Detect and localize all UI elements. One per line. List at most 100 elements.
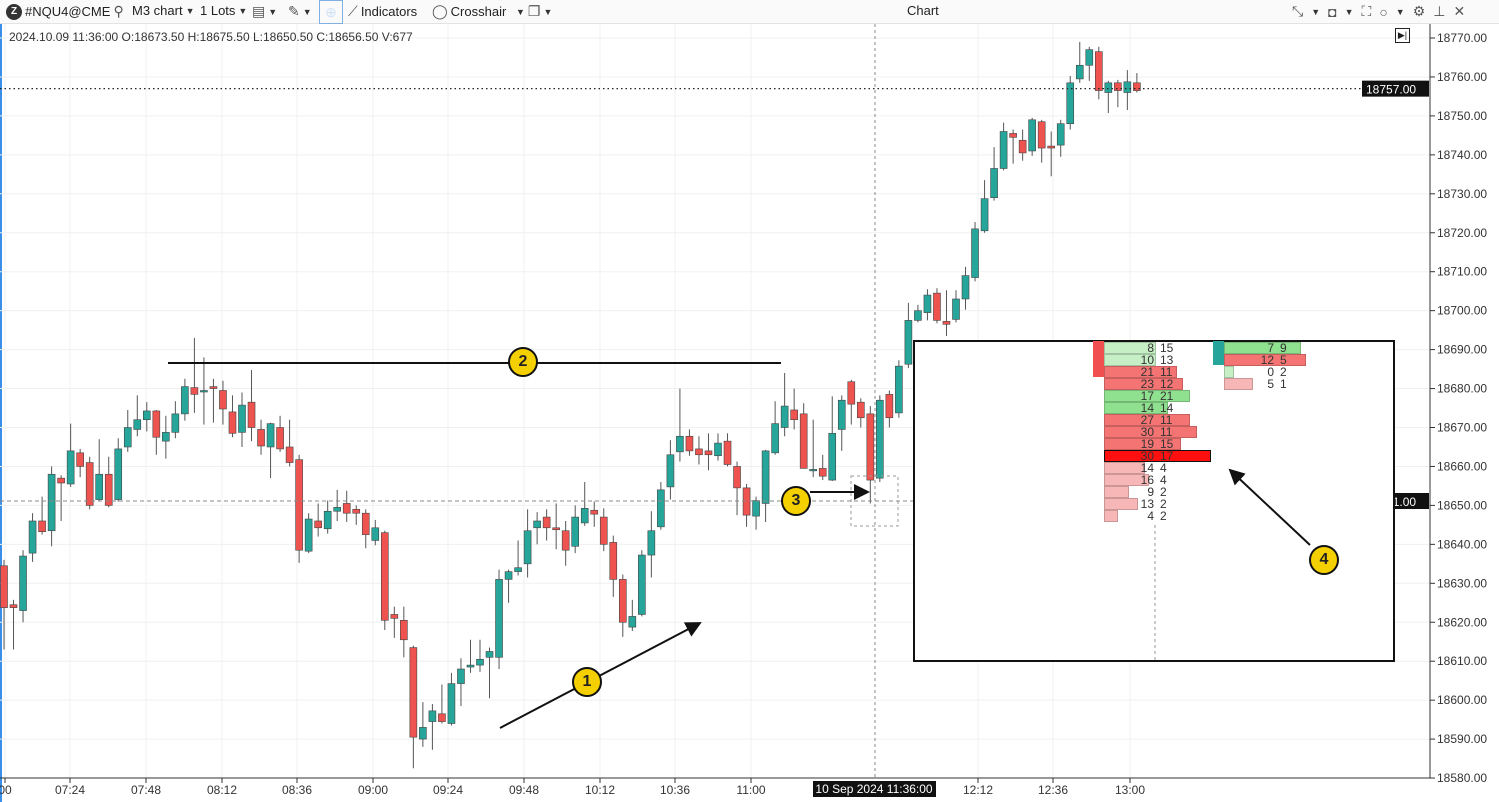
lots-dropdown[interactable]: 1 Lots ▼ xyxy=(200,3,247,18)
fullscreen-icon[interactable]: ⛶ xyxy=(1361,3,1372,19)
candle-up xyxy=(876,399,884,479)
cluster-ask: 9 xyxy=(1280,341,1287,355)
candle-up xyxy=(66,450,75,485)
cluster-volume-bar xyxy=(1104,378,1184,390)
candle-up xyxy=(971,228,979,278)
candle-up xyxy=(162,432,170,442)
candle-up xyxy=(809,469,818,472)
settings-gear-icon[interactable]: ⚙ xyxy=(1412,3,1426,19)
candle-down xyxy=(247,401,256,428)
candle-up xyxy=(952,298,960,320)
price-label: 18760.00 xyxy=(1437,70,1487,84)
cluster-ask: 1 xyxy=(1280,377,1287,391)
cluster-volume-bar xyxy=(1104,498,1139,510)
camera-icon[interactable]: ◘ xyxy=(1328,3,1337,20)
last-price-tag xyxy=(1362,80,1429,97)
cluster-ask: 13 xyxy=(1160,353,1174,367)
price-label: 18650.00 xyxy=(1437,498,1487,512)
candle-down xyxy=(342,503,351,514)
chevron-down-icon[interactable]: ▼ xyxy=(1311,6,1321,17)
color-circle-icon[interactable]: ○ xyxy=(1379,3,1388,20)
candle-up xyxy=(504,571,513,580)
candle-down xyxy=(1133,82,1141,91)
candle-up xyxy=(657,489,665,528)
collapse-icon[interactable]: ⤡ xyxy=(1292,3,1304,19)
time-label: 07:48 xyxy=(131,783,161,797)
time-label: 12:36 xyxy=(1038,783,1068,797)
cluster-row: 19 15 xyxy=(1104,438,1214,450)
candle-up xyxy=(780,405,789,428)
scroll-to-end-button[interactable]: ▶| xyxy=(1395,28,1410,43)
window-dropdown[interactable]: ▼ ❐ ▼ xyxy=(516,3,552,20)
cluster-bid: 30 xyxy=(1140,425,1154,439)
chevron-down-icon: ▼ xyxy=(268,6,278,17)
candle-up xyxy=(914,310,922,321)
candle-down xyxy=(552,527,560,531)
candle-down xyxy=(933,292,941,321)
candle-up xyxy=(1066,82,1075,124)
candle-down xyxy=(209,386,218,389)
cluster-bid: 5 xyxy=(1267,377,1274,391)
template-dropdown[interactable]: ▤ ▼ xyxy=(252,3,277,20)
zoom-button[interactable]: ⊕ xyxy=(319,0,343,24)
cluster-bid: 14 xyxy=(1140,461,1154,475)
cluster-bid: 21 xyxy=(1140,365,1154,379)
candle-down xyxy=(57,477,65,484)
chart-type-dropdown[interactable]: M3 chart ▼ xyxy=(132,3,195,18)
candle-down xyxy=(352,508,361,514)
last-price-label: 18757.00 xyxy=(1366,83,1416,97)
chevron-down-icon[interactable]: ▼ xyxy=(1395,6,1405,17)
cluster-bid: 23 xyxy=(1140,377,1154,391)
candle-up xyxy=(466,664,475,668)
annotation-badge-2: 2 xyxy=(508,347,538,377)
cluster-volume-bar xyxy=(1104,462,1145,474)
candle-down xyxy=(1009,133,1017,138)
candle-up xyxy=(580,508,589,524)
time-label: 10:12 xyxy=(585,783,615,797)
indicators-button[interactable]: ⟋ Indicators xyxy=(348,3,426,20)
cluster-bid: 7 xyxy=(1267,341,1274,355)
time-label: 09:00 xyxy=(358,783,388,797)
chevron-down-icon[interactable]: ▼ xyxy=(1344,6,1354,17)
cluster-bid: 16 xyxy=(1140,473,1154,487)
candle-up xyxy=(980,198,989,232)
candle-down xyxy=(704,450,713,456)
cluster-ask: 2 xyxy=(1160,497,1167,511)
cluster-bid: 19 xyxy=(1140,437,1154,451)
candle-down xyxy=(285,446,294,463)
pin-icon[interactable]: ⊥ xyxy=(1433,3,1446,19)
cluster-bid: 14 xyxy=(1140,401,1154,415)
symbol-label[interactable]: #NQU4@CME xyxy=(25,4,111,19)
cluster-bid: 27 xyxy=(1140,413,1154,427)
candle-down xyxy=(257,429,265,447)
candle-up xyxy=(123,427,132,448)
candle-up xyxy=(638,554,646,615)
candle-up xyxy=(133,419,142,430)
candle-up xyxy=(333,507,342,512)
cluster-ask: 5 xyxy=(1280,353,1287,367)
candle-up xyxy=(828,433,837,481)
time-label: 00 xyxy=(0,783,12,797)
cluster-volume-bar xyxy=(1224,342,1301,354)
cluster-volume-bar xyxy=(1104,342,1157,354)
close-icon[interactable]: ✕ xyxy=(1453,3,1466,19)
chart-type-label: M3 chart xyxy=(132,3,183,18)
cluster-bid: 10 xyxy=(1140,353,1154,367)
price-label: 18660.00 xyxy=(1437,459,1487,473)
candle-down xyxy=(799,413,808,469)
cluster-row: 27 11 xyxy=(1104,414,1214,426)
cluster-ask: 2 xyxy=(1280,365,1287,379)
zoom-icon: ⊕ xyxy=(325,3,337,20)
candle-down xyxy=(942,321,951,325)
search-icon[interactable]: ⚲ xyxy=(113,3,124,19)
candle-up xyxy=(1056,123,1065,146)
candle-down xyxy=(190,387,199,395)
toolbar: Z #NQU4@CME ⚲ M3 chart ▼ 1 Lots ▼ ▤ ▼ ✎ ▼ ⊕ ⟋… xyxy=(0,0,1499,24)
annotation-badge-1: 1 xyxy=(572,667,602,697)
drawing-tools-dropdown[interactable]: ✎ ▼ xyxy=(288,3,312,20)
crosshair-button[interactable]: ◯ Crosshair xyxy=(432,3,510,20)
candle-up xyxy=(628,616,637,628)
price-label: 18600.00 xyxy=(1437,693,1487,707)
cluster-volume-bar xyxy=(1104,390,1191,402)
